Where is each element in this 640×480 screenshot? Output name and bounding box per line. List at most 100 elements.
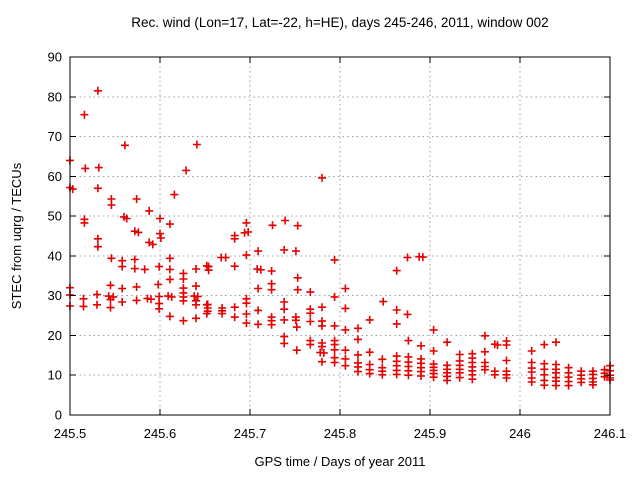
data-point — [170, 190, 179, 199]
data-point — [140, 265, 149, 274]
data-point — [527, 347, 536, 355]
data-point — [480, 365, 489, 374]
data-point — [443, 338, 452, 347]
data-point — [318, 173, 326, 182]
data-point — [429, 325, 438, 334]
data-point — [267, 320, 276, 329]
data-point — [490, 370, 499, 379]
data-point — [132, 195, 141, 203]
y-axis-label: STEC from uqrg / TECUs — [9, 162, 24, 309]
data-point — [404, 371, 413, 380]
data-point — [182, 166, 191, 175]
data-point — [156, 214, 164, 223]
data-point — [165, 312, 174, 321]
data-point — [130, 255, 139, 264]
data-point — [107, 254, 116, 263]
data-point — [280, 305, 289, 314]
data-point — [318, 357, 326, 366]
data-point — [254, 306, 263, 315]
data-point — [242, 319, 251, 328]
data-point — [179, 275, 188, 283]
axis-layer — [69, 56, 611, 416]
data-point — [267, 285, 276, 294]
data-point — [365, 348, 374, 357]
data-point — [293, 221, 302, 230]
data-point — [318, 321, 326, 330]
data-point — [341, 346, 350, 355]
data-point — [354, 335, 362, 344]
data-point — [319, 348, 328, 357]
data-point — [552, 338, 560, 347]
data-point — [291, 247, 300, 256]
data-point — [552, 381, 560, 390]
data-point — [404, 336, 413, 345]
y-tick-label: 0 — [55, 408, 62, 423]
data-point — [330, 358, 339, 367]
data-point — [443, 376, 452, 385]
data-point — [502, 341, 511, 349]
data-point — [192, 300, 200, 309]
data-point — [306, 340, 315, 349]
data-point — [330, 292, 339, 301]
data-point — [192, 265, 200, 273]
data-point — [318, 303, 326, 312]
data-point — [165, 254, 174, 263]
data-point — [429, 347, 438, 355]
data-point — [204, 266, 213, 275]
data-point — [455, 373, 464, 382]
y-tick-label: 60 — [48, 169, 62, 184]
data-point — [341, 361, 350, 370]
data-point — [120, 141, 129, 150]
x-axis-label: GPS time / Days of year 2011 — [255, 454, 426, 469]
data-point — [145, 206, 154, 215]
data-point — [417, 341, 425, 350]
data-point — [242, 299, 251, 308]
y-tick-label: 30 — [48, 288, 62, 303]
data-point — [540, 340, 549, 349]
data-point — [130, 227, 139, 236]
data-point — [564, 381, 573, 390]
data-point — [165, 220, 174, 229]
data-point — [93, 300, 101, 309]
data-point — [392, 319, 401, 328]
data-point — [155, 292, 164, 301]
data-point — [118, 284, 127, 293]
data-point — [218, 309, 227, 318]
x-tick-label: 245.7 — [234, 426, 267, 441]
data-point — [341, 304, 350, 313]
data-point — [155, 262, 164, 271]
data-point — [179, 316, 188, 325]
scatter-points-layer — [66, 86, 614, 390]
chart-title: Rec. wind (Lon=17, Lat=-22, h=HE), days … — [131, 15, 548, 30]
data-point — [93, 290, 101, 299]
data-point — [354, 350, 362, 359]
data-point — [167, 292, 176, 301]
data-point — [254, 284, 263, 293]
data-point — [392, 370, 401, 379]
data-point — [354, 367, 362, 376]
data-point — [118, 298, 127, 306]
data-point — [130, 264, 139, 273]
data-point — [132, 282, 141, 291]
data-point — [403, 253, 412, 262]
data-point — [306, 288, 315, 297]
data-point — [179, 296, 188, 305]
data-point — [291, 316, 300, 325]
y-tick-label: 20 — [48, 328, 62, 343]
data-point — [156, 229, 164, 238]
data-point — [354, 324, 362, 333]
data-point — [242, 251, 251, 260]
data-point — [192, 314, 200, 323]
data-point — [365, 315, 374, 324]
data-point — [378, 355, 387, 364]
data-point — [93, 184, 102, 193]
data-point — [281, 216, 290, 225]
y-tick-label: 10 — [48, 368, 62, 383]
data-point — [81, 164, 90, 173]
data-point — [93, 86, 102, 95]
data-point — [403, 310, 412, 319]
data-point — [293, 285, 302, 294]
data-point — [588, 380, 597, 389]
